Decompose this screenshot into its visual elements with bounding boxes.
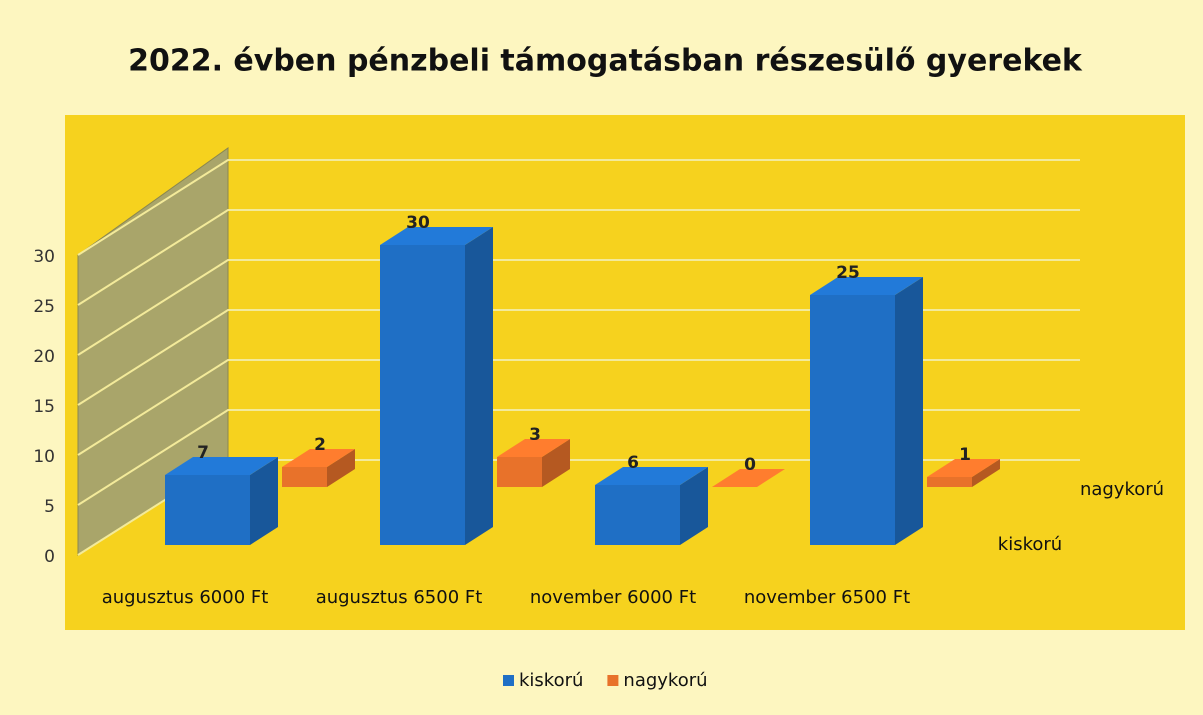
bar-side [327, 449, 355, 487]
bar-front [927, 477, 972, 487]
y-tick-label: 10 [33, 447, 55, 467]
bar-side [250, 457, 278, 545]
depth-label: kiskorú [998, 534, 1062, 555]
bar [497, 439, 570, 487]
x-tick-label: november 6000 Ft [530, 587, 696, 608]
y-tick-label: 15 [33, 397, 55, 417]
bar-top [497, 439, 570, 457]
y-tick-label: 20 [33, 347, 55, 367]
grid-line [77, 309, 1080, 406]
bar [927, 459, 1000, 487]
bar-front [595, 485, 680, 545]
bar-front [497, 457, 542, 487]
bar [165, 457, 278, 545]
data-label: 30 [406, 213, 430, 233]
bar [595, 467, 708, 545]
data-label: 0 [744, 455, 756, 475]
bar-front [282, 467, 327, 487]
legend-swatch [607, 675, 619, 686]
data-label: 7 [197, 443, 209, 463]
bar [712, 469, 785, 487]
grid-line [77, 359, 1080, 456]
bar-side [542, 439, 570, 487]
data-label: 3 [529, 425, 541, 445]
data-label: 25 [836, 263, 860, 283]
bar-top [595, 467, 708, 485]
bar-side [972, 459, 1000, 487]
bar-front [165, 475, 250, 545]
grid-line [77, 159, 1080, 256]
bar-top [282, 449, 355, 467]
grid-line [77, 259, 1080, 356]
bar-front [380, 245, 465, 545]
bar-front [810, 295, 895, 545]
y-tick-label: 5 [44, 497, 55, 517]
bar-top [810, 277, 923, 295]
bar [282, 449, 355, 487]
grid-line [77, 209, 1080, 306]
legend-label: kiskorú [519, 670, 583, 691]
bar-side [895, 277, 923, 545]
data-label: 6 [627, 453, 639, 473]
data-label: 1 [959, 445, 971, 465]
data-label: 2 [314, 435, 326, 455]
chart-title: 2022. évben pénzbeli támogatásban részes… [128, 44, 1083, 79]
bar [810, 277, 923, 545]
x-tick-label: november 6500 Ft [744, 587, 910, 608]
depth-label: nagykorú [1080, 479, 1164, 500]
bar-top [927, 459, 1000, 477]
bar-side [680, 467, 708, 545]
y-tick-label: 30 [33, 247, 55, 267]
bar-top [165, 457, 278, 475]
x-tick-label: augusztus 6500 Ft [316, 587, 483, 608]
y-tick-label: 0 [44, 547, 55, 567]
legend-label: nagykorú [623, 670, 707, 691]
bar-side [465, 227, 493, 545]
bar-top [380, 227, 493, 245]
bar-top [712, 469, 785, 487]
bar [380, 227, 493, 545]
legend-swatch [503, 675, 514, 686]
y-tick-label: 25 [33, 297, 55, 317]
grid-line [77, 409, 1080, 506]
x-tick-label: augusztus 6000 Ft [102, 587, 269, 608]
